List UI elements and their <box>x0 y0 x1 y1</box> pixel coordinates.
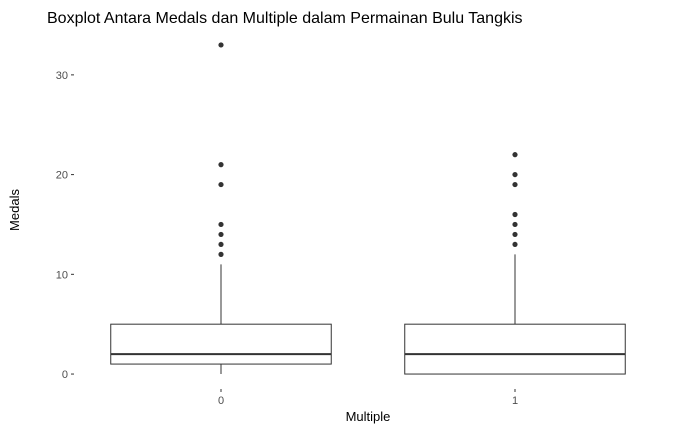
y-tick-label: 10 <box>56 269 68 281</box>
box-iqr <box>404 323 626 375</box>
y-axis: 0 10 20 30 <box>56 70 74 381</box>
outlier-point <box>512 181 518 188</box>
outlier-point <box>218 162 224 168</box>
y-tick-label: 30 <box>56 70 68 82</box>
x-tick-label: 0 <box>218 395 224 407</box>
outlier-point <box>512 211 518 218</box>
boxes-layer <box>110 42 626 375</box>
box-iqr <box>110 323 332 365</box>
outlier-point <box>512 241 518 248</box>
outlier-point <box>512 171 518 178</box>
y-tick-label: 0 <box>62 369 68 381</box>
outlier-point <box>218 181 224 188</box>
chart-title: Boxplot Antara Medals dan Multiple dalam… <box>47 10 523 27</box>
y-tick-label: 20 <box>56 170 68 182</box>
outlier-point <box>512 221 518 228</box>
outlier-point <box>218 42 224 48</box>
y-axis-title: Medals <box>7 189 22 231</box>
outlier-point <box>512 152 518 158</box>
x-axis-title: Multiple <box>346 409 391 424</box>
outlier-point <box>218 241 224 248</box>
outlier-point <box>512 231 518 238</box>
outlier-point <box>218 251 224 257</box>
x-tick-label: 1 <box>512 395 518 407</box>
outlier-point <box>218 221 224 228</box>
outlier-point <box>218 231 224 238</box>
